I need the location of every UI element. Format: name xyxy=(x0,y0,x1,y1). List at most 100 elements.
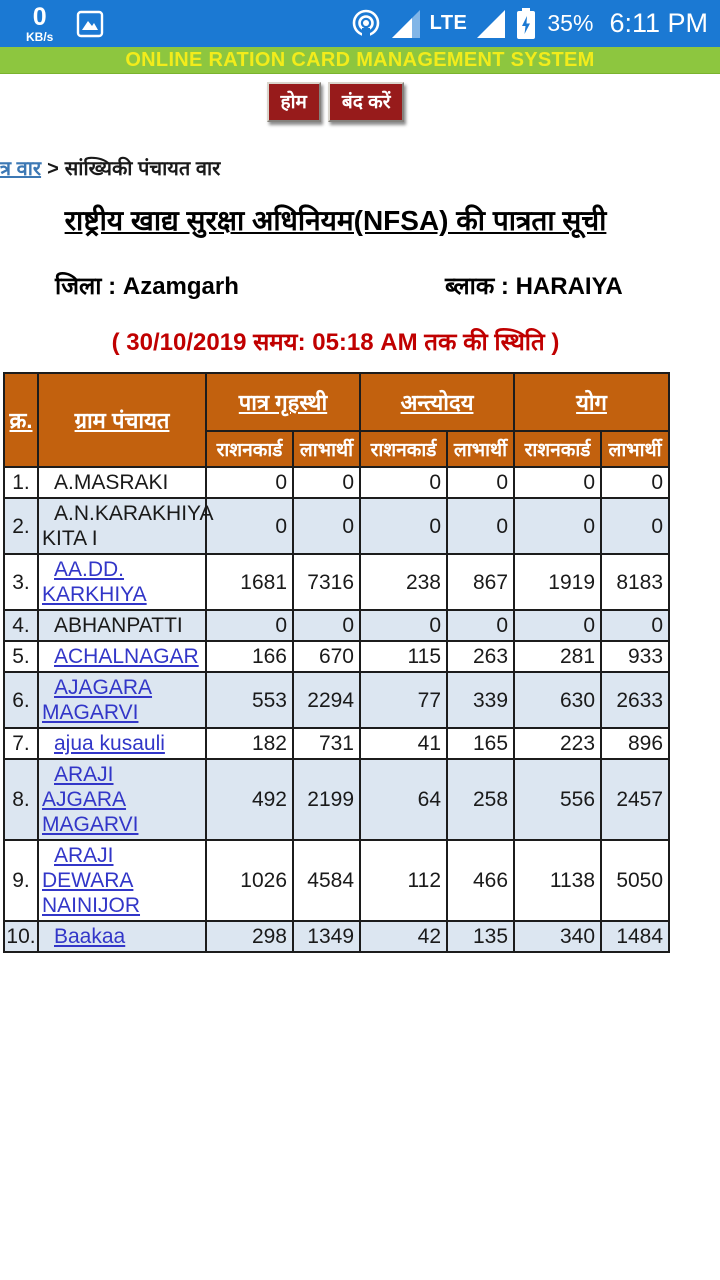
panchayat-name-cell: AA.DD. KARKHIYA xyxy=(37,553,207,611)
breadcrumb-current: सांख्यिकी पंचायत वार xyxy=(64,158,221,180)
count-cell: 867 xyxy=(445,553,516,611)
count-cell: 2199 xyxy=(292,758,361,841)
breadcrumb-link-area-wise[interactable]: त्र वार xyxy=(0,158,42,180)
row-serial: 1. xyxy=(3,466,39,499)
count-cell: 1138 xyxy=(513,839,603,922)
count-cell: 8183 xyxy=(600,553,671,611)
count-cell: 0 xyxy=(292,497,361,555)
count-cell: 281 xyxy=(513,640,603,673)
nfsa-eligibility-table: क्र. ग्राम पंचायत पात्र गृहस्थी अन्त्योद… xyxy=(3,372,671,953)
district-block-row: जिला : Azamgarh ब्लाक : HARAIYA xyxy=(0,269,671,302)
block-value: ब्लाक : HARAIYA xyxy=(445,269,623,302)
panchayat-name-cell: ABHANPATTI xyxy=(37,609,207,642)
count-cell: 731 xyxy=(292,727,361,760)
count-cell: 0 xyxy=(359,497,448,555)
count-cell: 41 xyxy=(359,727,448,760)
count-cell: 556 xyxy=(513,758,603,841)
count-cell: 4584 xyxy=(292,839,361,922)
col-header-rationcard: राशनकार्ड xyxy=(205,430,294,468)
district-label: जिला : xyxy=(55,273,117,300)
breadcrumb: त्र वार > सांख्यिकी पंचायत वार xyxy=(0,154,671,181)
count-cell: 0 xyxy=(513,609,603,642)
panchayat-name-cell: Baakaa xyxy=(37,920,207,953)
battery-percent-label: 35% xyxy=(547,10,594,36)
count-cell: 238 xyxy=(359,553,448,611)
network-speed-indicator: 0 KB/s xyxy=(26,2,54,44)
panchayat-name-cell: ACHALNAGAR xyxy=(37,640,207,673)
panchayat-name-cell: ARAJI AJGARA MAGARVI xyxy=(37,758,207,841)
panchayat-link[interactable]: Baakaa xyxy=(54,925,126,948)
count-cell: 112 xyxy=(359,839,448,922)
count-cell: 0 xyxy=(513,466,603,499)
row-serial: 5. xyxy=(3,640,39,673)
row-serial: 8. xyxy=(3,758,39,841)
block-label: ब्लाक : xyxy=(445,273,509,300)
col-header-beneficiary: लाभार्थी xyxy=(292,430,361,468)
row-serial: 7. xyxy=(3,727,39,760)
count-cell: 933 xyxy=(600,640,671,673)
panchayat-link[interactable]: ACHALNAGAR xyxy=(54,645,199,668)
count-cell: 339 xyxy=(445,671,516,729)
panchayat-link[interactable]: ajua kusauli xyxy=(54,732,165,755)
count-cell: 135 xyxy=(445,920,516,953)
row-serial: 9. xyxy=(3,839,39,922)
panchayat-name-cell: AJAGARA MAGARVI xyxy=(37,671,207,729)
count-cell: 0 xyxy=(359,466,448,499)
count-cell: 340 xyxy=(513,920,603,953)
as-of-date-line: ( 30/10/2019 समय: 05:18 AM तक की स्थिति … xyxy=(111,329,560,356)
status-bar: 0 KB/s LTE xyxy=(0,0,720,47)
panchayat-link[interactable]: ARAJI AJGARA MAGARVI xyxy=(42,763,139,836)
count-cell: 1919 xyxy=(513,553,603,611)
col-group-antyodaya: अन्त्योदय xyxy=(358,372,516,432)
battery-charging-icon xyxy=(515,7,537,40)
count-cell: 0 xyxy=(205,497,294,555)
network-speed-unit: KB/s xyxy=(26,29,54,44)
panchayat-name-cell: A.MASRAKI xyxy=(37,466,207,499)
count-cell: 0 xyxy=(600,466,671,499)
count-cell: 1484 xyxy=(600,920,671,953)
count-cell: 553 xyxy=(205,671,294,729)
row-serial: 10. xyxy=(3,920,39,953)
panchayat-link[interactable]: AJAGARA MAGARVI xyxy=(42,676,153,724)
close-button[interactable]: बंद करें xyxy=(327,82,405,122)
row-serial: 6. xyxy=(3,671,39,729)
panchayat-link[interactable]: AA.DD. KARKHIYA xyxy=(42,558,147,606)
toolbar: होम बंद करें xyxy=(0,82,671,122)
col-header-rationcard: राशनकार्ड xyxy=(513,430,603,468)
table-row: 1. A.MASRAKI 0 0 0 0 0 0 xyxy=(3,466,671,499)
count-cell: 0 xyxy=(513,497,603,555)
count-cell: 0 xyxy=(292,466,361,499)
network-speed-value: 0 xyxy=(32,2,47,31)
count-cell: 0 xyxy=(445,497,516,555)
district-value: जिला : Azamgarh xyxy=(55,269,239,302)
hotspot-icon xyxy=(350,8,382,40)
panchayat-link[interactable]: ARAJI DEWARA NAINIJOR xyxy=(42,844,141,917)
district-name: Azamgarh xyxy=(122,273,239,300)
count-cell: 2294 xyxy=(292,671,361,729)
page-title: राष्ट्रीय खाद्य सुरक्षा अधिनियम(NFSA) की… xyxy=(64,205,607,236)
count-cell: 77 xyxy=(359,671,448,729)
app-title: ONLINE RATION CARD MANAGEMENT SYSTEM xyxy=(125,48,595,71)
count-cell: 298 xyxy=(205,920,294,953)
count-cell: 0 xyxy=(359,609,448,642)
table-row: 3. AA.DD. KARKHIYA 1681 7316 238 867 1919 8183 xyxy=(3,553,671,611)
count-cell: 1349 xyxy=(292,920,361,953)
count-cell: 0 xyxy=(445,609,516,642)
count-cell: 492 xyxy=(205,758,294,841)
gallery-icon xyxy=(75,9,105,39)
row-serial: 3. xyxy=(3,553,39,611)
count-cell: 2633 xyxy=(600,671,671,729)
count-cell: 166 xyxy=(205,640,294,673)
count-cell: 1026 xyxy=(205,839,294,922)
col-header-rationcard: राशनकार्ड xyxy=(359,430,448,468)
table-row: 7. ajua kusauli 182 731 41 165 223 896 xyxy=(3,727,671,760)
count-cell: 64 xyxy=(359,758,448,841)
table-row: 10. Baakaa 298 1349 42 135 340 1484 xyxy=(3,920,671,953)
home-button[interactable]: होम xyxy=(266,82,321,122)
count-cell: 115 xyxy=(359,640,448,673)
count-cell: 896 xyxy=(600,727,671,760)
count-cell: 466 xyxy=(445,839,516,922)
count-cell: 0 xyxy=(205,466,294,499)
